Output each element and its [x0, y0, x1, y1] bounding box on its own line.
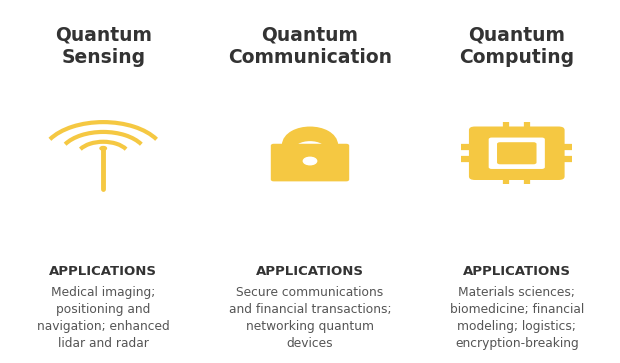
Text: Quantum
Computing: Quantum Computing [459, 25, 574, 66]
FancyBboxPatch shape [489, 138, 545, 169]
Circle shape [303, 157, 317, 165]
Text: Medical imaging;
positioning and
navigation; enhanced
lidar and radar: Medical imaging; positioning and navigat… [37, 286, 170, 350]
Text: APPLICATIONS: APPLICATIONS [49, 265, 157, 278]
FancyBboxPatch shape [469, 126, 565, 180]
FancyBboxPatch shape [271, 144, 349, 182]
Text: Secure communications
and financial transactions;
networking quantum
devices: Secure communications and financial tran… [229, 286, 391, 350]
Circle shape [100, 147, 107, 150]
Text: Quantum
Communication: Quantum Communication [228, 25, 392, 66]
FancyBboxPatch shape [497, 142, 536, 164]
Text: APPLICATIONS: APPLICATIONS [463, 265, 571, 278]
Text: Materials sciences;
biomedicine; financial
modeling; logistics;
encryption-break: Materials sciences; biomedicine; financi… [450, 286, 584, 350]
Text: Quantum
Sensing: Quantum Sensing [55, 25, 152, 66]
Text: APPLICATIONS: APPLICATIONS [256, 265, 364, 278]
